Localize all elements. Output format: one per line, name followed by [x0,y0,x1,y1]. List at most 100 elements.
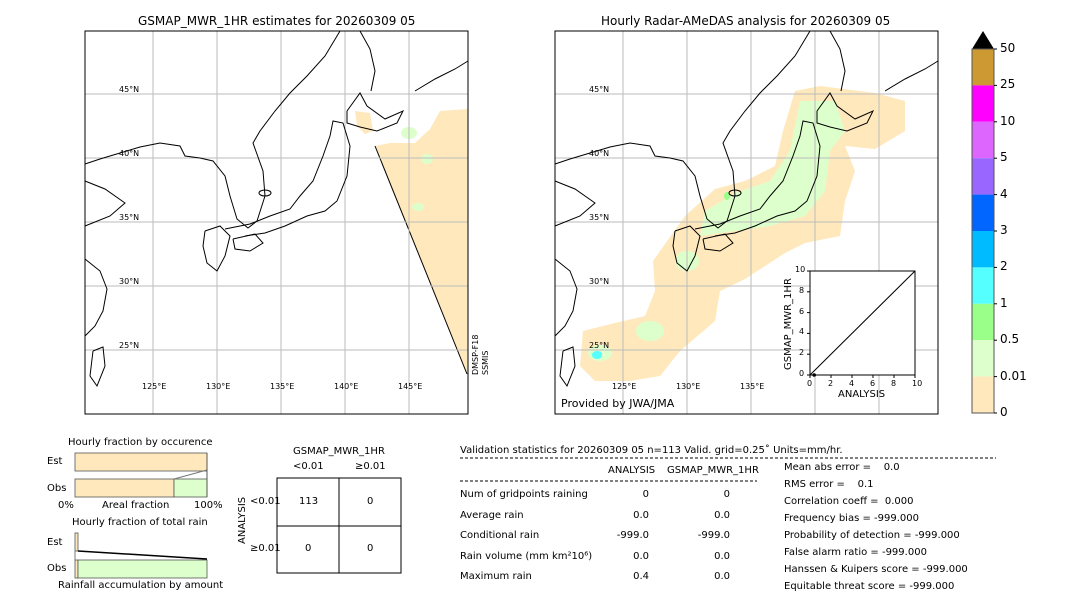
gsmap-value: 0.0 [714,509,730,521]
validation-header: Validation statistics for 20260309 05 n=… [460,445,843,456]
gsmap-value: 0.0 [714,571,730,582]
lat-label: 30°N [119,277,140,286]
gsmap-value: 0.0 [714,550,730,562]
analysis-value: 0.4 [633,571,649,582]
colorbar-swatch [972,340,994,377]
lon-label: 135°E [740,382,765,391]
score-text: Correlation coeff = 0.000 [784,496,914,507]
colorbar-label: 5 [1000,150,1008,165]
x-tick-label: 8 [891,379,897,388]
stat-label: Maximum rain [460,571,532,582]
lat-label: 25°N [589,341,610,350]
score-text: RMS error = 0.1 [784,479,874,490]
contingency-title: GSMAP_MWR_1HR [293,446,385,457]
left-map [84,30,469,415]
colorbar-swatch [972,231,994,268]
col-header: <0.01 [293,461,324,472]
total-rain-title: Hourly fraction of total rain [72,517,208,528]
scatter-inset [807,270,916,378]
row-header: ≥0.01 [250,543,281,554]
lat-label: 40°N [589,149,610,158]
lat-label: 25°N [119,341,140,350]
col-gsmap: GSMAP_MWR_1HR [667,465,759,476]
colorbar-label: 4 [1000,186,1008,201]
y-tick-label: 8 [799,285,805,295]
est-label: Est [47,456,63,467]
scatter-ylabel: GSMAP_MWR_1HR [783,278,794,370]
cell: 0 [367,496,374,507]
lat-label: 45°N [589,85,610,94]
score-text: Mean abs error = 0.0 [784,462,900,473]
right-map-title: Hourly Radar-AMeDAS analysis for 2026030… [601,14,891,28]
cell: 0 [367,543,374,554]
scatter-xlabel: ANALYSIS [838,389,886,400]
swath-rain-area-north [355,111,373,134]
stat-label: Conditional rain [460,530,540,541]
obs-label: Obs [47,563,67,574]
colorbar-label: 2 [1000,259,1008,274]
scatter-point [812,373,816,377]
lon-label: 140°E [334,382,359,391]
lat-label: 35°N [119,213,140,222]
colorbar-swatch [972,158,994,195]
total-rain-xlabel: Rainfall accumulation by amount [58,580,224,591]
colorbar [971,31,997,414]
x-tick-label: 4 [849,379,855,388]
lon-label: 125°E [612,382,637,391]
lon-label: 130°E [676,382,701,391]
stat-label: Num of gridpoints raining [460,489,588,500]
analysis-value: -999.0 [616,530,649,541]
colorbar-label: 10 [1000,113,1016,128]
credit-text: Provided by JWA/JMA [561,397,675,410]
analysis-value: 0.0 [633,550,649,562]
y-tick-label: 10 [795,265,806,274]
total-rain-chart [74,532,208,579]
col-header: ≥0.01 [355,461,386,472]
x-tick-label: 6 [870,379,876,388]
lat-label: 35°N [589,213,610,222]
x-tick-right: 100% [194,500,223,511]
colorbar-swatch [972,303,994,341]
swath-rain-area [375,109,468,374]
stat-label: Rain volume (mm km²10⁶) [460,550,593,562]
y-tick-label: 6 [799,306,805,316]
cell: 0 [305,543,312,554]
y-tick-label: 2 [799,348,805,358]
occurrence-title: Hourly fraction by occurence [68,437,213,448]
lon-label: 135°E [270,382,295,391]
colorbar-label: 3 [1000,223,1008,237]
gsmap-value: -999.0 [697,530,730,541]
est-label: Est [47,537,63,548]
gsmap-value: 0 [723,489,730,500]
row-label: ANALYSIS [237,496,248,544]
colorbar-label: 0.5 [1000,332,1020,347]
lat-label: 40°N [119,149,140,158]
colorbar-label: 0.01 [1000,368,1027,383]
colorbar-swatch [972,267,994,304]
occurrence-xlabel: Areal fraction [102,500,170,511]
score-text: Frequency bias = -999.000 [784,513,919,524]
row-header: <0.01 [250,496,281,507]
analysis-value: 0 [642,489,649,500]
colorbar-label: 50 [1000,41,1016,55]
score-text: False alarm ratio = -999.000 [784,547,927,558]
score-text: Equitable threat score = -999.000 [784,581,955,592]
colorbar-swatch [972,376,994,413]
right-map [554,30,939,415]
left-map-title: GSMAP_MWR_1HR estimates for 20260309 05 [138,14,416,28]
colorbar-label: 1 [1000,295,1008,310]
score-text: Probability of detection = -999.000 [784,530,960,541]
satellite-label: DMSP-F18 SSMIS [471,334,490,375]
contingency-grid [276,477,402,574]
x-tick-label: 10 [912,379,923,388]
colorbar-extend-arrow [972,31,994,49]
x-tick-left: 0% [58,500,74,511]
colorbar-swatch [972,121,994,159]
lat-label: 30°N [589,277,610,286]
lon-label: 145°E [398,382,423,391]
stat-label: Average rain [460,509,524,521]
analysis-value: 0.0 [633,509,649,521]
lon-label: 130°E [206,382,231,391]
